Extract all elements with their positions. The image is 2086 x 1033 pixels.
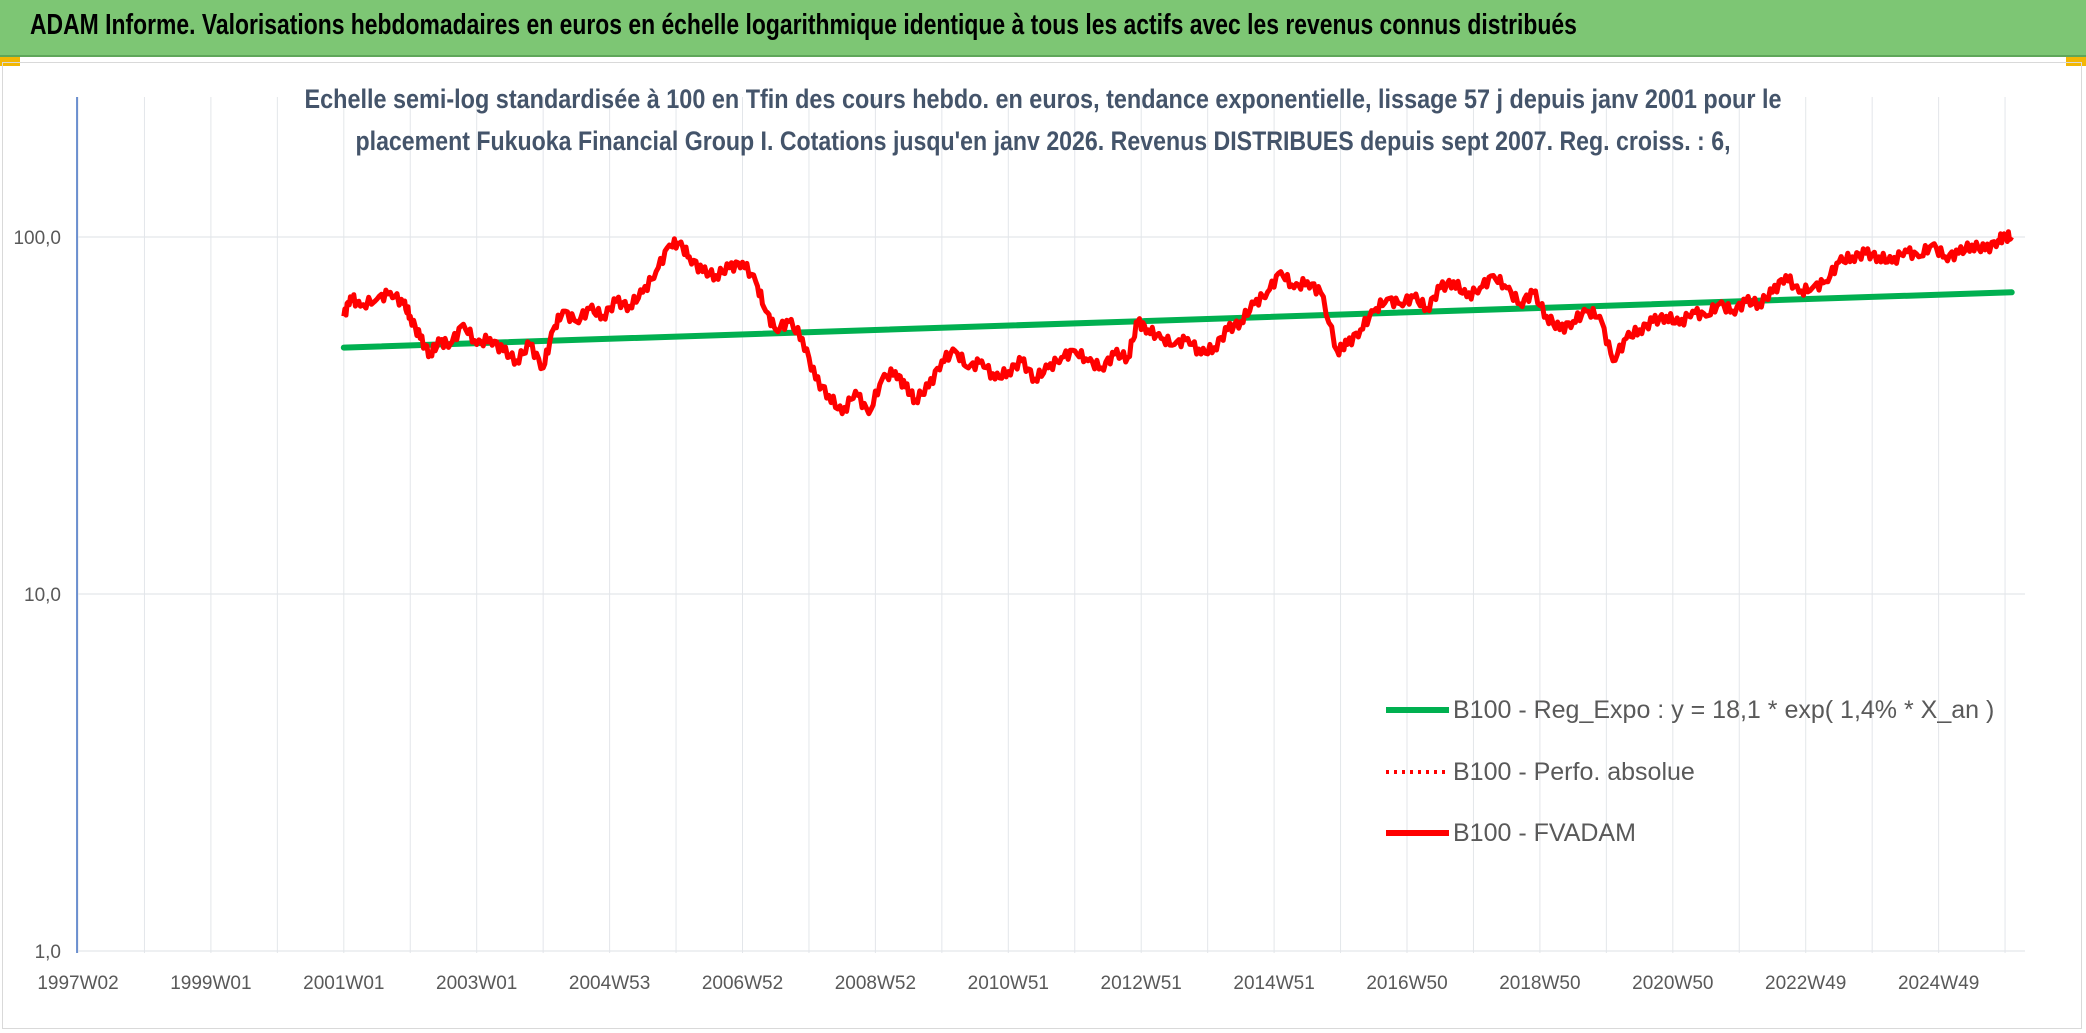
x-tick-label: 2014W51: [1233, 973, 1314, 994]
legend-label-trend: B100 - Reg_Expo : y = 18,1 * exp( 1,4% *…: [1453, 696, 1994, 724]
x-tick-label: 2016W50: [1366, 973, 1447, 994]
x-tick-label: 2008W52: [835, 973, 916, 994]
corner-marker-right: [2066, 57, 2086, 66]
header-bar: ADAM Informe. Valorisations hebdomadaire…: [0, 0, 2086, 57]
plot-area: [340, 229, 2015, 417]
chart-frame: Echelle semi-log standardisée à 100 en T…: [2, 62, 2082, 1029]
x-axis-ticks: 1997W02 1999W01 2001W01 2003W01 2004W53 2006W…: [37, 973, 1979, 994]
y-tick-label: 10,0: [24, 585, 61, 606]
y-tick-label: 1,0: [35, 942, 61, 963]
report-title: ADAM Informe. Valorisations hebdomadaire…: [30, 9, 1577, 41]
x-tick-label: 2001W01: [303, 973, 384, 994]
y-tick-label: 100,0: [13, 228, 61, 249]
x-tick-label: 2012W51: [1101, 973, 1182, 994]
y-axis-ticks: 1,0 10,0 100,0: [13, 228, 61, 963]
legend: B100 - Reg_Expo : y = 18,1 * exp( 1,4% *…: [1386, 696, 1994, 847]
x-tick-label: 2020W50: [1632, 973, 1713, 994]
x-tick-label: 2006W52: [702, 973, 783, 994]
x-tick-label: 2003W01: [436, 973, 517, 994]
chart-subtitle-line-2: placement Fukuoka Financial Group I. Cot…: [356, 126, 1731, 156]
legend-label-fvadam: B100 - FVADAM: [1453, 819, 1636, 847]
x-tick-label: 2004W53: [569, 973, 650, 994]
x-tick-label: 1999W01: [170, 973, 251, 994]
corner-marker-left: [0, 57, 20, 66]
series-line-fvadam: [341, 229, 2014, 417]
grid-layer: [77, 97, 2025, 953]
x-tick-label: 2022W49: [1765, 973, 1846, 994]
legend-label-perfo: B100 - Perfo. absolue: [1453, 758, 1695, 786]
series-line-reg-expo: [340, 289, 2015, 351]
x-tick-label: 2018W50: [1499, 973, 1580, 994]
chart-canvas: Echelle semi-log standardisée à 100 en T…: [13, 84, 2025, 994]
x-tick-label: 2024W49: [1898, 973, 1979, 994]
x-tick-label: 1997W02: [37, 973, 118, 994]
chart-subtitle-line-1: Echelle semi-log standardisée à 100 en T…: [305, 84, 1782, 114]
x-tick-label: 2010W51: [968, 973, 1049, 994]
